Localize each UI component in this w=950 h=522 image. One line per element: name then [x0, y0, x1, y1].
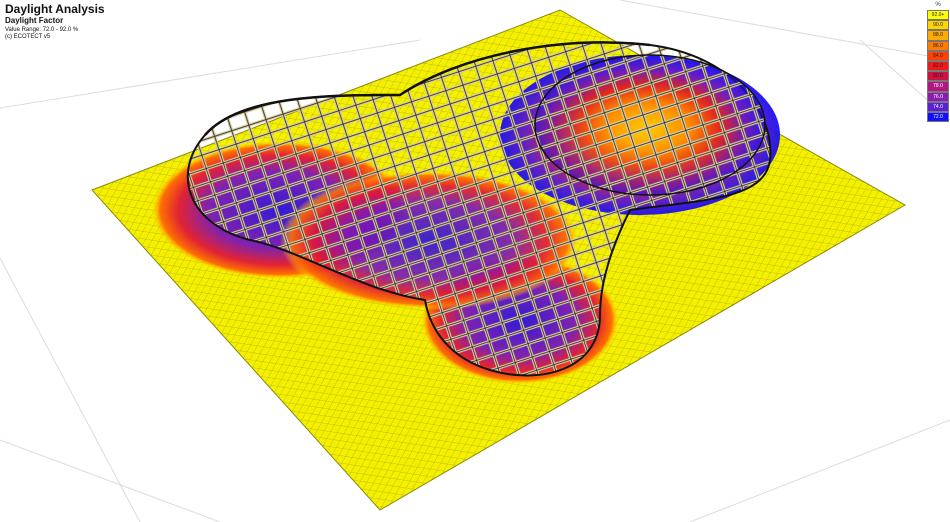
- copyright-text: (c) ECOTECT v5: [5, 34, 51, 40]
- header-block: Daylight Analysis Daylight Factor Value …: [5, 3, 105, 40]
- legend-swatch: 76.0: [927, 91, 949, 102]
- legend-swatch: 82.0: [927, 60, 949, 72]
- legend-panel: % 92.0+ 90.0 88.0 86.0 84.0 82.0 80.0 78.0 76.0 7…: [927, 2, 949, 123]
- legend-list: 92.0+ 90.0 88.0 86.0 84.0 82.0 80.0 78.0 76.0 74.…: [927, 10, 949, 123]
- legend-swatch: 90.0: [927, 20, 949, 31]
- legend-unit: %: [935, 2, 941, 8]
- value-range-text: Value Range: 72.0 - 92.0 %: [5, 27, 79, 33]
- legend-swatch: 74.0: [927, 101, 949, 112]
- page-title: Daylight Analysis: [5, 2, 105, 16]
- legend-swatch: 92.0+: [927, 10, 949, 21]
- legend-swatch: 78.0: [927, 81, 949, 92]
- gridshell-canopy: [186, 41, 772, 377]
- legend-swatch: 84.0: [927, 50, 949, 61]
- legend-swatch: 72.0: [927, 111, 949, 123]
- page-subtitle: Daylight Factor: [5, 16, 64, 25]
- legend-swatch: 86.0: [927, 40, 949, 51]
- legend-swatch: 88.0: [927, 30, 949, 41]
- legend-swatch: 80.0: [927, 71, 949, 82]
